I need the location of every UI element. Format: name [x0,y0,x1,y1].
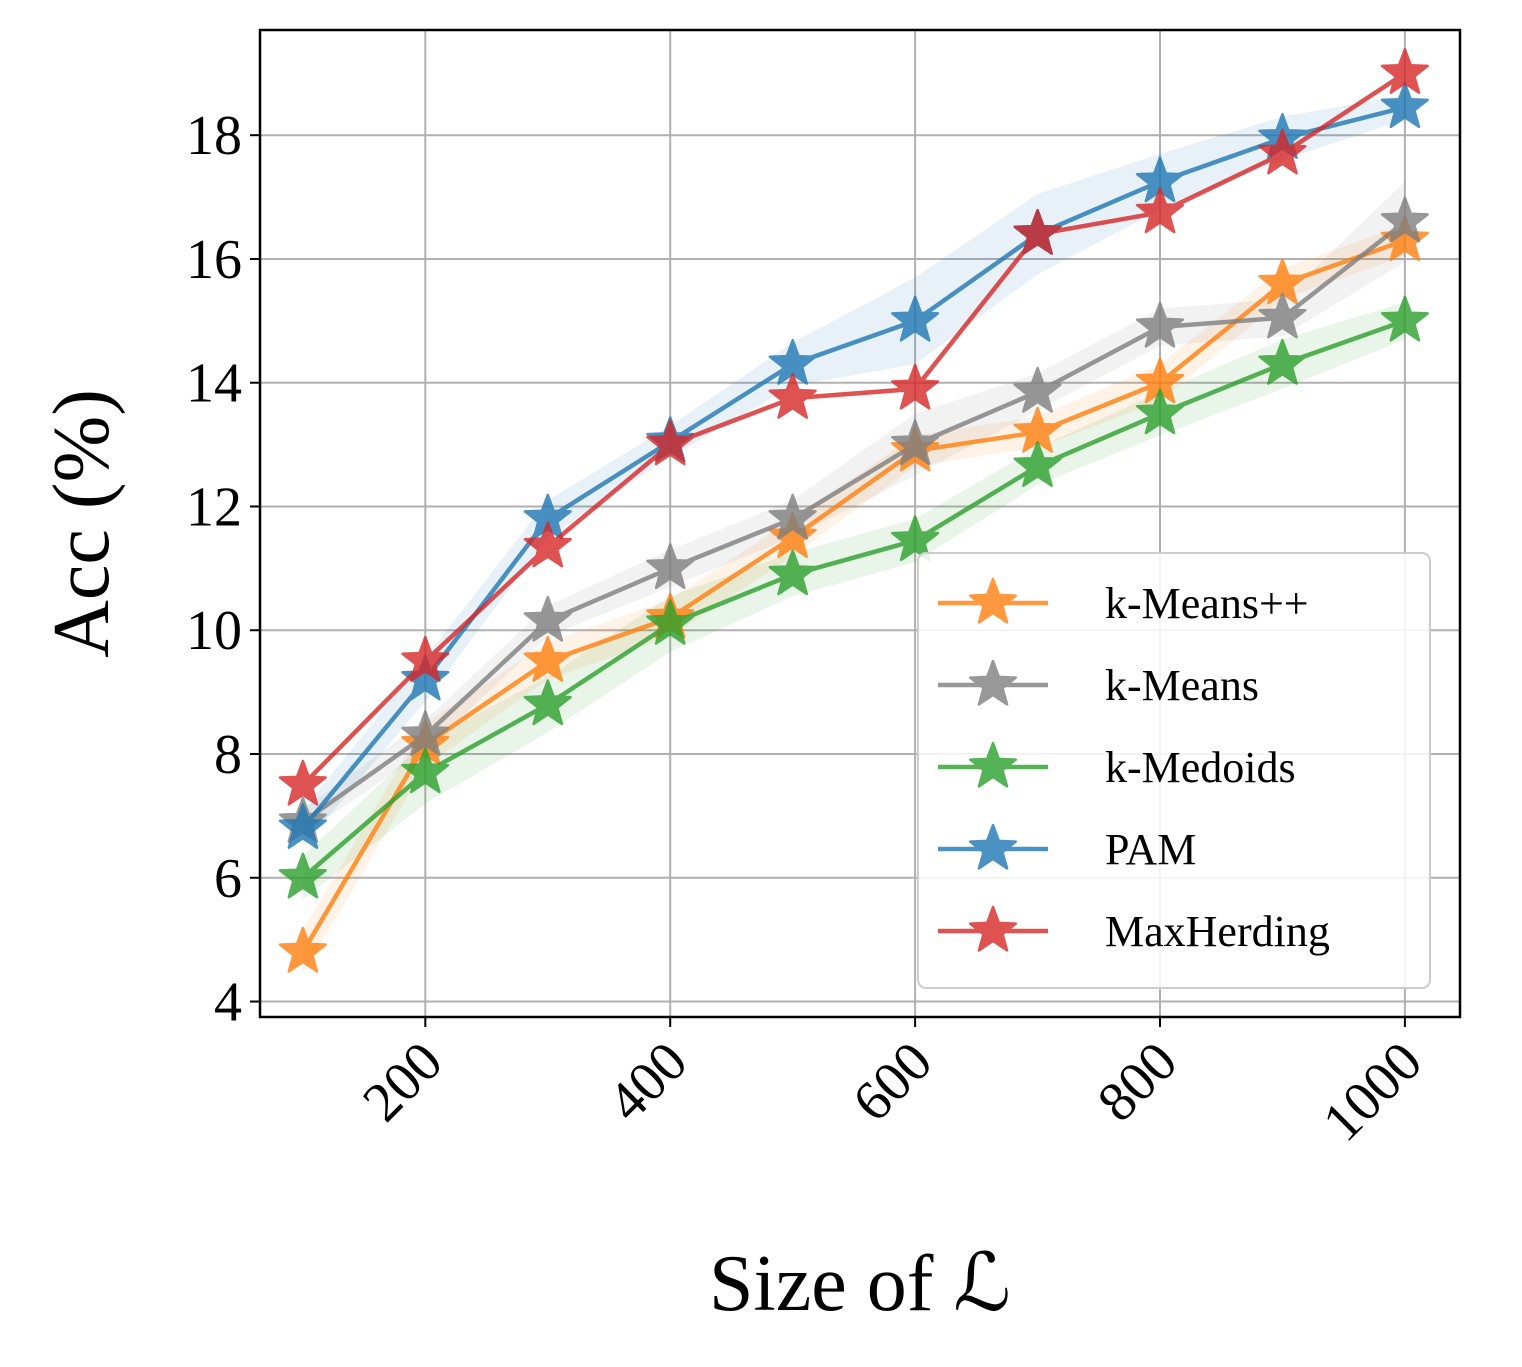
y-tick-label: 10 [186,600,242,662]
y-tick-label: 16 [186,229,242,291]
data-point [523,595,572,642]
data-point [1258,338,1307,385]
data-point [646,543,695,590]
legend-swatch [938,905,1048,952]
legend-swatch [938,741,1048,788]
data-point [401,635,450,682]
data-point [1380,82,1429,129]
legend-label: k-Medoids [1105,743,1296,792]
data-point [523,635,572,682]
data-point [278,852,327,899]
series-group [278,48,1429,806]
data-point [891,363,940,410]
x-tick-label: 200 [351,1030,454,1133]
legend-swatch [938,659,1048,706]
legend-label: k-Means [1105,661,1259,710]
data-point [523,521,572,568]
data-point [646,419,695,466]
data-point [768,512,817,559]
data-point [1380,196,1429,243]
data-point [1013,441,1062,487]
data-point [646,598,695,645]
legend-swatch-star [968,741,1018,788]
data-point [1380,295,1429,342]
y-tick-label: 18 [186,105,242,167]
data-point [1135,301,1185,348]
y-tick-label: 14 [186,353,242,415]
data-point [768,493,817,540]
y-axis-label: Acc (%) [38,389,126,658]
series-line [301,318,1406,880]
legend-label: PAM [1105,825,1196,874]
legend-label: MaxHerding [1105,907,1330,956]
legend-item: k-Medoids [938,741,1296,792]
data-point [401,654,450,701]
legend: k-Means++ k-Means k-Medoids PAM MaxHerding [917,552,1431,989]
data-point [1135,187,1185,234]
data-point [401,710,450,757]
legend-item: MaxHerding [938,905,1330,956]
legend-item: PAM [938,823,1196,874]
series-group [278,295,1429,899]
data-point [1258,292,1307,339]
legend-item: k-Means++ [938,577,1309,628]
grid-lines [260,30,1460,1017]
data-point [278,759,327,806]
data-point [768,549,817,596]
series-line [301,71,1407,787]
y-tick-label: 8 [214,724,242,786]
series-line [301,105,1406,830]
x-axis-label: Size of ℒ [709,1240,1011,1328]
data-point [1013,366,1062,413]
legend-swatch-star [968,659,1018,706]
y-tick-label: 6 [214,848,242,910]
data-point [278,803,327,849]
data-point [891,419,940,466]
data-point [523,679,572,726]
legend-swatch-star [968,905,1018,952]
y-tick-label: 4 [214,972,242,1034]
plot-area-frame [258,28,1462,1019]
x-tick-label: 600 [841,1030,944,1133]
legend-label: k-Means++ [1105,579,1309,628]
legend-swatch [938,823,1048,870]
data-point [278,926,327,973]
data-point [1258,128,1307,175]
legend-swatch-star [968,823,1018,870]
y-tick-label: 12 [186,476,242,538]
data-point [401,747,450,794]
data-point [768,372,817,419]
x-tick-label: 800 [1086,1030,1189,1133]
series-line [301,220,1407,824]
data-point [1013,208,1062,255]
confidence-band [302,224,1405,974]
legend-frame [917,552,1431,989]
data-point [1135,388,1185,435]
x-tick-label: 400 [596,1030,699,1133]
legend-swatch [938,577,1048,624]
x-tick-label: 1000 [1311,1030,1434,1153]
series-lines [278,48,1429,973]
series-line [300,238,1406,954]
data-point [1380,48,1429,94]
legend-item: k-Means [938,659,1259,710]
data-point [891,295,940,342]
data-point [891,515,940,562]
legend-swatch-star [968,577,1018,624]
